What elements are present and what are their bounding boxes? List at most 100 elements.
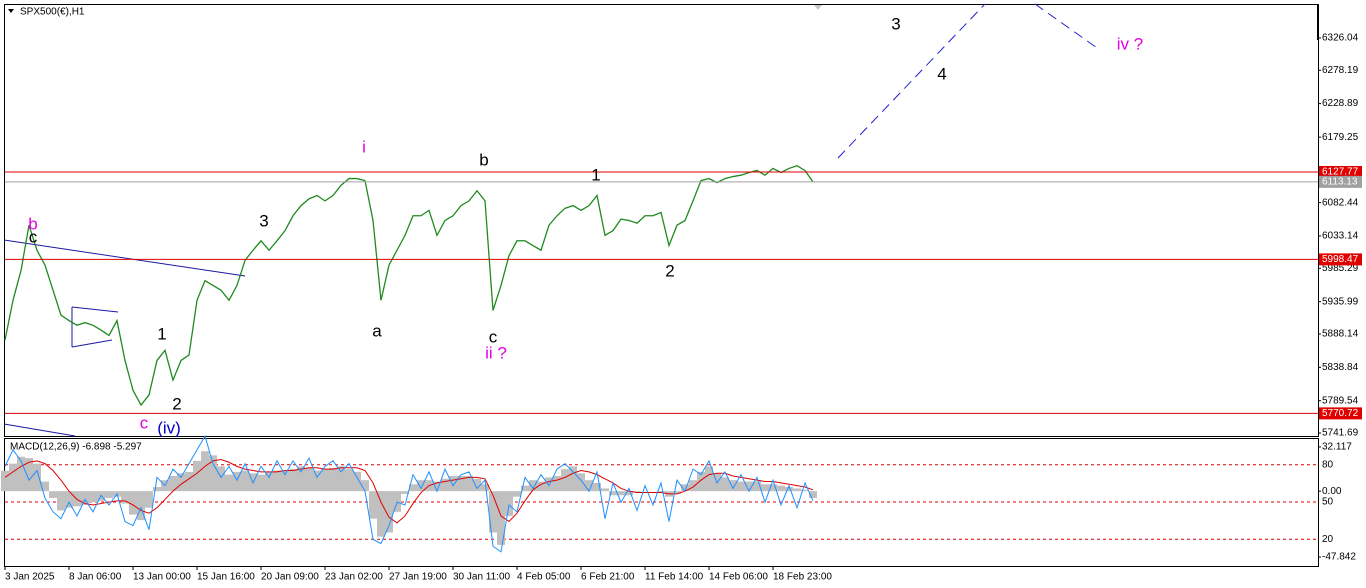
macd-bar <box>465 476 473 492</box>
macd-bar <box>313 470 321 492</box>
macd-bar <box>217 466 225 492</box>
macd-bar <box>65 491 73 508</box>
level-label: 6127.77 <box>1322 167 1359 178</box>
macd-bar <box>361 480 369 492</box>
macd-bar <box>321 469 329 492</box>
macd-bar <box>145 491 153 508</box>
macd-bar <box>433 481 441 492</box>
y-tick-label: 6326.04 <box>1322 33 1359 44</box>
level-label: 5770.72 <box>1322 408 1359 419</box>
wave-label: (iv) <box>157 418 181 437</box>
macd-bar <box>33 463 41 492</box>
macd-bar <box>337 466 345 492</box>
x-tick-label: 3 Jan 2025 <box>5 572 55 583</box>
macd-bar <box>49 491 57 499</box>
trendline <box>3 239 246 277</box>
wave-label: b <box>28 214 37 233</box>
macd-bar <box>601 488 609 492</box>
x-tick-label: 15 Jan 16:00 <box>197 572 255 583</box>
y-tick-label: 32.117 <box>1322 442 1352 453</box>
macd-bar <box>769 484 777 492</box>
macd-bar <box>417 480 425 492</box>
level-label: 6113.13 <box>1322 177 1358 188</box>
macd-panel-frame <box>4 438 1319 567</box>
macd-line <box>4 434 814 553</box>
trendlines <box>3 3 1101 437</box>
y-tick-label: 5985.29 <box>1322 263 1359 274</box>
x-tick-label: 13 Jan 00:00 <box>133 572 191 583</box>
macd-bar <box>297 466 305 492</box>
macd-bar <box>561 469 569 492</box>
macd-bar <box>129 491 137 515</box>
level-label: 5998.47 <box>1322 254 1359 265</box>
macd-bar <box>305 467 313 492</box>
macd-bar <box>353 471 361 492</box>
macd-bar <box>673 491 681 494</box>
y2-tick-label: 80 <box>1322 459 1334 470</box>
macd-bar <box>697 471 705 492</box>
macd-bar <box>289 469 297 492</box>
wave-label: 2 <box>665 261 674 280</box>
macd-bar <box>193 460 201 492</box>
macd-bar <box>657 491 665 493</box>
level-label-box <box>1319 175 1362 188</box>
macd-title: MACD(12,26,9) -6.898 -5.297 <box>10 442 142 453</box>
y-tick-label: 6228.89 <box>1322 98 1359 109</box>
wave-label: 4 <box>937 64 946 83</box>
trendline <box>3 423 76 437</box>
macd-bar <box>609 491 617 496</box>
macd-bar <box>201 451 209 492</box>
y2-tick-label: 50 <box>1322 497 1334 508</box>
main-panel-frame <box>4 4 1319 437</box>
y-tick-label: 5838.84 <box>1322 362 1359 373</box>
macd-bar <box>529 480 537 492</box>
macd-bar <box>489 491 497 533</box>
y-tick-label: 6082.44 <box>1322 197 1359 208</box>
macd-bar <box>177 473 185 492</box>
macd-bar <box>801 489 809 492</box>
wave-label: a <box>372 321 382 340</box>
macd-bar <box>473 478 481 492</box>
macd-bar <box>449 476 457 492</box>
macd-bar <box>209 455 217 492</box>
x-tick-label: 14 Feb 06:00 <box>709 572 768 583</box>
wave-label: ii ? <box>485 343 507 362</box>
wave-label: 1 <box>591 165 600 184</box>
level-label-box <box>1319 253 1362 266</box>
macd-bar <box>689 480 697 492</box>
macd-bar <box>569 466 577 492</box>
wave-label: i <box>362 137 366 156</box>
macd-bar <box>137 491 145 521</box>
macd-bar <box>225 474 233 492</box>
macd-bar <box>329 467 337 492</box>
macd-bar <box>25 458 33 492</box>
projection-line <box>837 3 986 159</box>
macd-bar <box>625 491 633 496</box>
macd-bar <box>809 491 817 499</box>
macd-bar <box>393 491 401 512</box>
macd-bar <box>785 487 793 492</box>
price-line <box>4 165 814 407</box>
macd-bar <box>17 456 25 492</box>
macd-bar <box>737 481 745 492</box>
level-label-box <box>1319 407 1362 420</box>
macd-bar <box>513 491 521 497</box>
wave-label: iv ? <box>1117 34 1143 53</box>
macd-bar <box>369 491 377 519</box>
wave-label: c <box>140 413 149 432</box>
macd-bar <box>385 491 393 533</box>
panel-menu-icon <box>8 9 14 13</box>
macd-bar <box>681 484 689 492</box>
y-tick-label: 5741.69 <box>1322 428 1359 439</box>
y-tick-label: 6179.25 <box>1322 132 1359 143</box>
wave-label: 1 <box>157 324 166 343</box>
macd-bar <box>345 469 353 492</box>
macd-bar <box>633 491 641 493</box>
macd-bar <box>705 466 713 492</box>
x-tick-label: 4 Feb 05:00 <box>517 572 571 583</box>
x-tick-label: 11 Feb 14:00 <box>645 572 704 583</box>
macd-bar <box>169 476 177 492</box>
y-tick-label: 6278.19 <box>1322 65 1359 76</box>
macd-bar <box>457 476 465 492</box>
